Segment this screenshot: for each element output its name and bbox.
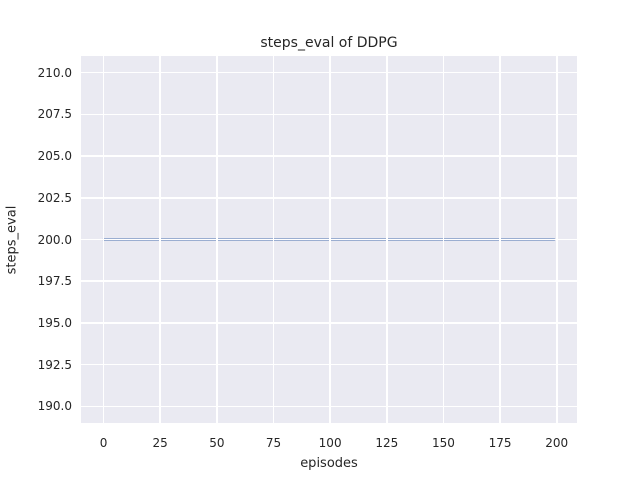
gridline-vertical xyxy=(499,56,501,423)
gridline-horizontal xyxy=(81,71,577,74)
x-tick-label: 175 xyxy=(488,436,512,450)
gridline-vertical xyxy=(555,56,558,423)
x-tick-label: 0 xyxy=(99,436,108,450)
gridline-horizontal xyxy=(81,238,577,241)
y-tick-label: 200.0 xyxy=(37,232,72,247)
y-tick-label: 210.0 xyxy=(37,65,72,80)
gridline-vertical xyxy=(442,56,445,423)
y-tick-label: 202.5 xyxy=(37,190,72,205)
gridline-horizontal xyxy=(81,322,577,324)
gridline-vertical xyxy=(272,56,275,423)
gridline-horizontal xyxy=(81,363,577,366)
x-tick-label: 200 xyxy=(545,436,569,450)
gridline-vertical xyxy=(216,56,218,423)
x-tick-label: 150 xyxy=(431,436,455,450)
gridline-horizontal xyxy=(81,405,577,408)
x-axis-label: episodes xyxy=(300,456,358,471)
x-tick-label: 100 xyxy=(318,436,342,450)
gridline-horizontal xyxy=(81,113,577,116)
y-tick-label: 190.0 xyxy=(37,399,72,414)
y-tick-label: 197.5 xyxy=(37,274,72,289)
chart-title: steps_eval of DDPG xyxy=(260,35,398,51)
gridline-vertical xyxy=(385,56,388,423)
gridline-vertical xyxy=(159,56,161,423)
gridline-horizontal xyxy=(81,196,577,199)
y-tick-label: 207.5 xyxy=(37,107,72,122)
y-tick-label: 192.5 xyxy=(37,357,72,372)
gridline-horizontal xyxy=(81,155,577,157)
gridline-vertical xyxy=(102,56,105,423)
x-tick-label: 50 xyxy=(209,436,225,450)
gridline-vertical xyxy=(329,56,331,423)
x-tick-label: 125 xyxy=(375,436,399,450)
x-tick-label: 75 xyxy=(265,436,282,450)
y-tick-label: 205.0 xyxy=(37,149,72,164)
y-tick-label: 195.0 xyxy=(37,315,72,330)
plot-area xyxy=(81,56,577,423)
x-tick-label: 25 xyxy=(152,436,168,450)
gridline-horizontal xyxy=(81,280,577,282)
